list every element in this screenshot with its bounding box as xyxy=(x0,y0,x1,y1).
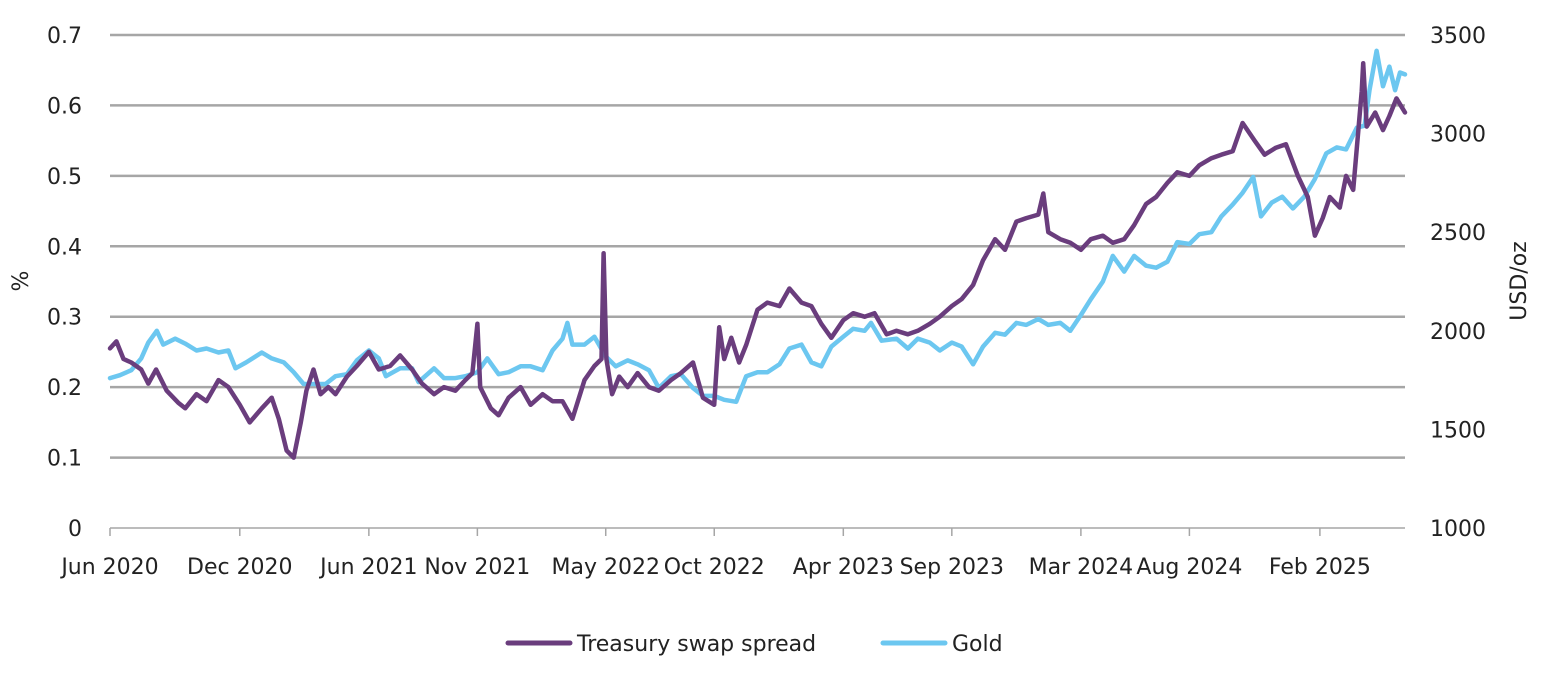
gridlines xyxy=(110,33,1405,529)
left-y-tick-label: 0 xyxy=(68,517,82,542)
series-line-treasury-swap-spread xyxy=(107,60,1408,460)
legend: Treasury swap spread Gold xyxy=(505,632,1003,657)
right-y-axis-title: USD/oz xyxy=(1507,241,1532,320)
x-tick-label: Oct 2022 xyxy=(664,555,765,580)
left-y-axis-ticks: 0 0.1 0.2 0.3 0.4 0.5 0.6 0.7 xyxy=(47,24,82,542)
x-tick-label: Jun 2021 xyxy=(318,555,417,580)
right-y-tick-label: 1000 xyxy=(1430,517,1486,542)
left-y-tick-label: 0.7 xyxy=(47,24,82,49)
x-axis-ticks: Jun 2020 Dec 2020 Jun 2021 Nov 2021 May 2022… xyxy=(59,528,1371,580)
left-y-tick-label: 0.1 xyxy=(47,447,82,472)
legend-label-gold: Gold xyxy=(952,632,1003,657)
left-y-tick-label: 0.2 xyxy=(47,376,82,401)
left-y-tick-label: 0.5 xyxy=(47,165,82,190)
x-tick-label: Feb 2025 xyxy=(1269,555,1371,580)
left-y-tick-label: 0.6 xyxy=(47,94,82,119)
right-y-axis-ticks: 1000 1500 2000 2500 3000 3500 xyxy=(1430,24,1486,542)
right-y-tick-label: 2000 xyxy=(1430,320,1486,345)
x-tick-label: Jun 2020 xyxy=(59,555,158,580)
series-lines xyxy=(107,48,1408,460)
right-y-tick-label: 3500 xyxy=(1430,24,1486,49)
right-y-tick-label: 3000 xyxy=(1430,123,1486,148)
series-line-gold xyxy=(107,48,1408,405)
x-tick-label: Aug 2024 xyxy=(1136,555,1242,580)
legend-label-treasury-swap-spread: Treasury swap spread xyxy=(576,632,816,657)
x-tick-label: Mar 2024 xyxy=(1029,555,1134,580)
x-tick-label: Nov 2021 xyxy=(424,555,530,580)
right-y-tick-label: 2500 xyxy=(1430,221,1486,246)
left-y-tick-label: 0.3 xyxy=(47,306,82,331)
left-y-tick-label: 0.4 xyxy=(47,235,82,260)
x-tick-label: May 2022 xyxy=(551,555,659,580)
x-tick-label: Dec 2020 xyxy=(187,555,293,580)
x-tick-label: Apr 2023 xyxy=(793,555,894,580)
x-tick-label: Sep 2023 xyxy=(900,555,1004,580)
right-y-tick-label: 1500 xyxy=(1430,418,1486,443)
left-y-axis-title: % xyxy=(9,271,34,292)
